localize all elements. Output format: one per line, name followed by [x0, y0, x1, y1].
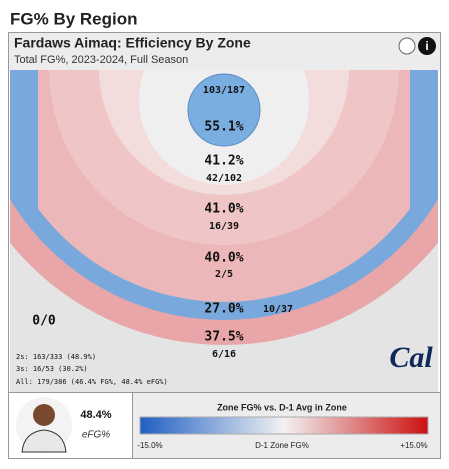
zone-made: 2/5 — [215, 269, 233, 280]
zone-made: 16/39 — [209, 221, 239, 232]
team-logo: Cal — [389, 341, 433, 374]
zone-made: 10/37 — [263, 304, 293, 315]
zone-pct: 55.1% — [204, 120, 243, 135]
info-glyph: i — [425, 39, 428, 53]
zone-pct: 41.2% — [204, 154, 243, 169]
player-head — [33, 404, 55, 426]
card-title: Fardaws Aimaq: Efficiency By Zone — [14, 35, 251, 51]
zone-pct: 40.0% — [204, 251, 243, 266]
zone-rim — [187, 73, 261, 147]
legend-center: D-1 Zone FG% — [255, 441, 309, 450]
court — [10, 70, 438, 392]
player-label: eFG% — [82, 430, 110, 441]
toggle-icon[interactable] — [398, 37, 416, 55]
zone-pct: 37.5% — [204, 330, 243, 345]
stat-line: 3s: 16/53 (30.2%) — [16, 365, 88, 373]
zone-pct: 41.0% — [204, 202, 243, 217]
zone-made: 0/0 — [32, 314, 56, 329]
legend-bar — [139, 416, 429, 435]
player-body — [21, 429, 67, 453]
zone-made: 42/102 — [206, 173, 242, 184]
zone-pct: 27.0% — [204, 302, 243, 317]
legend-min: -15.0% — [137, 441, 162, 450]
stat-line: 2s: 163/333 (48.9%) — [16, 353, 96, 361]
legend-max: +15.0% — [400, 441, 427, 450]
card-header — [9, 33, 440, 70]
info-icon[interactable] — [418, 37, 436, 55]
player-value: 48.4% — [80, 409, 111, 421]
legend-title: Zone FG% vs. D-1 Avg in Zone — [217, 402, 347, 412]
zone-made: 103/187 — [203, 85, 245, 96]
page-title: FG% By Region — [10, 9, 138, 28]
card-subtitle: Total FG%, 2023-2024, Full Season — [14, 54, 188, 66]
zone-made: 6/16 — [212, 349, 236, 360]
stat-line: All: 179/386 (46.4% FG%, 48.4% eFG%) — [16, 378, 168, 386]
